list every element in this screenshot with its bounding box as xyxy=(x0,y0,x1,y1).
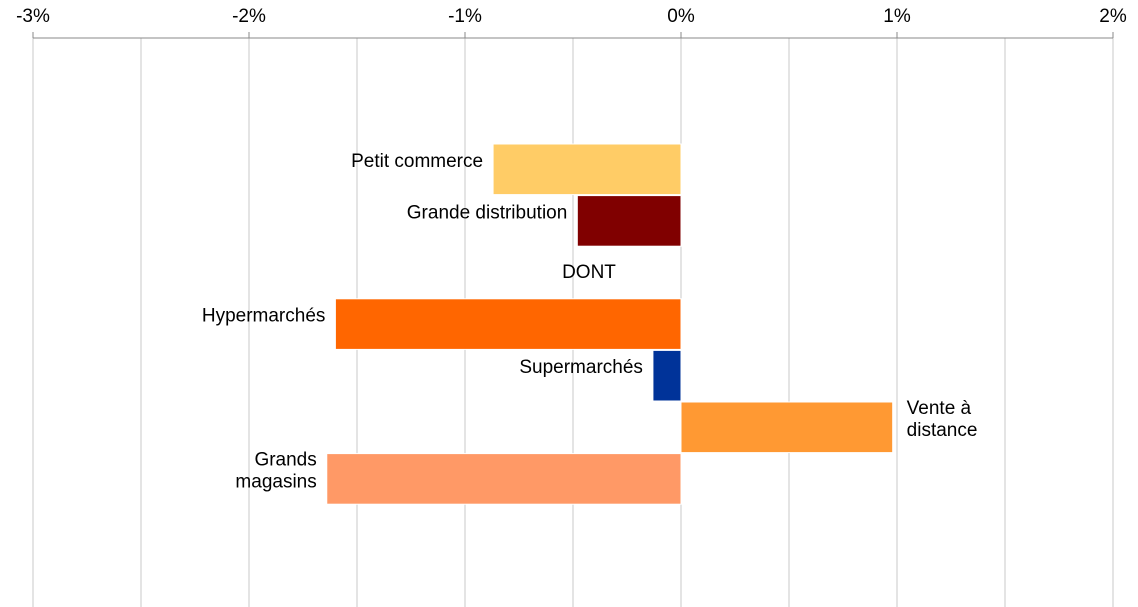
bar xyxy=(326,453,682,505)
bar xyxy=(334,298,682,350)
category-label: Hypermarchés xyxy=(202,306,326,327)
category-label: Supermarchés xyxy=(519,357,643,378)
category-label: DONT xyxy=(562,262,616,283)
bar xyxy=(576,195,682,247)
x-tick-label: -2% xyxy=(232,6,266,27)
category-label: Vente à distance xyxy=(907,398,978,441)
category-label: Petit commerce xyxy=(351,151,483,172)
category-label: Grands magasins xyxy=(235,449,316,492)
bar xyxy=(652,349,682,402)
x-tick-label: 2% xyxy=(1099,6,1127,27)
category-label: Grande distribution xyxy=(407,202,568,223)
bar xyxy=(492,143,682,196)
x-tick-label: 1% xyxy=(883,6,911,27)
bar xyxy=(680,401,894,454)
x-tick-label: -3% xyxy=(16,6,50,27)
x-tick-label: -1% xyxy=(448,6,482,27)
x-tick-label: 0% xyxy=(667,6,695,27)
